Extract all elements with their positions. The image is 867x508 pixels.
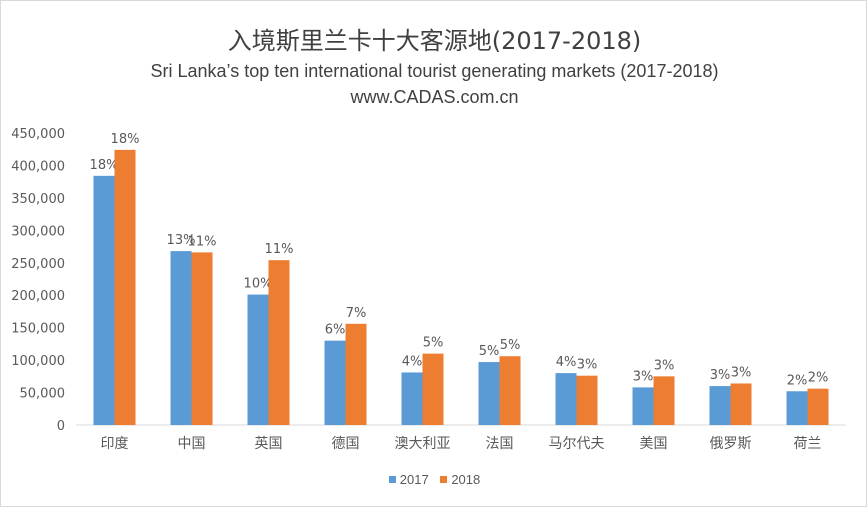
data-label-2017: 3%	[633, 369, 654, 384]
chart-title: 入境斯里兰卡十大客源地(2017-2018)	[227, 27, 642, 55]
chart-subtitle: Sri Lanka’s top ten international touris…	[150, 61, 719, 81]
data-label-2017: 4%	[556, 355, 577, 370]
x-tick-label: 澳大利亚	[395, 436, 451, 452]
data-label-2017: 5%	[479, 344, 500, 359]
y-tick-label: 250,000	[11, 257, 65, 272]
legend-item-2018: 2018	[440, 471, 480, 487]
bar-2018	[114, 149, 136, 426]
y-tick-label: 150,000	[11, 322, 65, 337]
bar-2018	[653, 376, 675, 425]
bar-2017	[555, 373, 577, 425]
data-label-2018: 3%	[731, 365, 752, 380]
data-label-2018: 5%	[500, 338, 521, 353]
bar-2017	[478, 362, 500, 425]
data-label-2017: 2%	[787, 373, 808, 388]
bar-2017	[170, 251, 192, 425]
data-label-2018: 5%	[423, 336, 444, 351]
legend-item-2017: 2017	[388, 471, 429, 488]
chart-legend: 2017 2018	[1, 471, 867, 487]
x-tick-label: 荷兰	[794, 436, 822, 452]
bar-2018	[268, 260, 290, 425]
y-tick-label: 100,000	[11, 354, 65, 369]
bar-2017	[709, 386, 731, 425]
legend-label-2017: 2017	[399, 472, 429, 488]
legend-swatch-2018	[440, 476, 448, 484]
data-label-2018: 11%	[188, 234, 217, 249]
bar-2018	[191, 252, 213, 425]
x-tick-label: 英国	[255, 435, 283, 452]
data-label-2018: 18%	[111, 132, 140, 147]
bar-2017	[632, 387, 654, 425]
bar-2018	[422, 353, 444, 425]
data-label-2018: 2%	[808, 371, 829, 386]
data-label-2017: 6%	[325, 323, 346, 338]
data-label-2018: 7%	[346, 306, 367, 321]
bar-2017	[93, 175, 115, 425]
y-tick-label: 0	[57, 419, 65, 434]
y-tick-label: 300,000	[11, 224, 65, 239]
bar-2017	[401, 372, 423, 425]
bar-2018	[345, 323, 367, 425]
y-tick-label: 50,000	[20, 387, 66, 402]
legend-label-2018: 2018	[451, 472, 481, 488]
data-label-2017: 18%	[90, 158, 119, 173]
x-tick-label: 俄罗斯	[710, 436, 752, 452]
x-tick-label: 法国	[486, 436, 514, 452]
bar-2018	[499, 356, 521, 425]
data-label-2017: 4%	[402, 354, 423, 369]
x-tick-label: 美国	[640, 436, 668, 452]
x-tick-label: 德国	[332, 436, 360, 452]
x-tick-label: 中国	[178, 436, 206, 452]
y-tick-label: 400,000	[11, 159, 65, 174]
bar-2017	[324, 340, 346, 425]
bar-2017	[247, 294, 269, 425]
legend-swatch-2017	[388, 476, 396, 484]
bar-2017	[786, 391, 808, 425]
data-label-2017: 3%	[710, 368, 731, 383]
chart-source: www.CADAS.com.cn	[350, 87, 519, 107]
data-label-2018: 3%	[654, 358, 675, 373]
bar-2018	[730, 383, 752, 425]
x-tick-label: 印度	[101, 436, 129, 452]
data-label-2017: 13%	[167, 233, 196, 248]
bar-2018	[576, 375, 598, 425]
data-label-2017: 10%	[244, 277, 273, 292]
y-tick-label: 450,000	[11, 127, 65, 142]
data-label-2018: 3%	[577, 358, 598, 373]
bar-2018	[807, 388, 829, 425]
data-label-2018: 11%	[265, 242, 294, 257]
y-tick-label: 350,000	[11, 192, 65, 207]
x-tick-label: 马尔代夫	[549, 436, 605, 452]
y-tick-label: 200,000	[11, 289, 65, 304]
